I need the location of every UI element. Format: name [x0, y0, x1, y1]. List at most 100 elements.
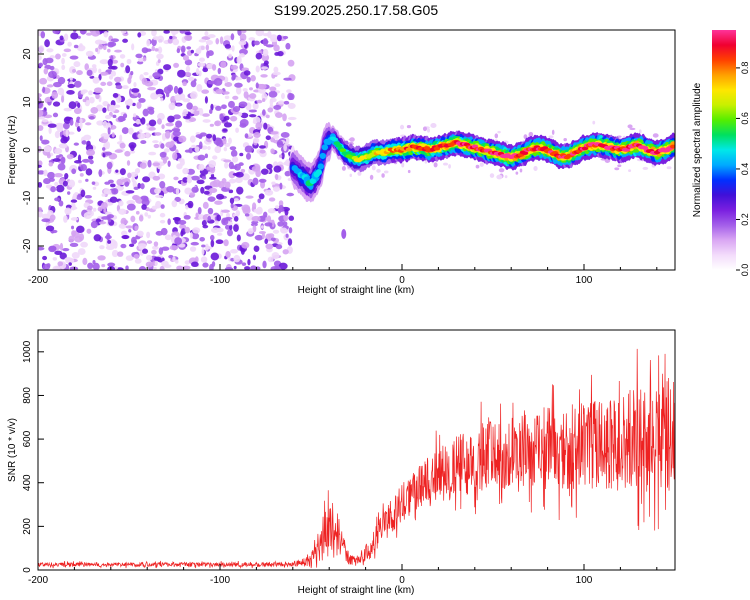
spectrogram-noise-cell — [89, 75, 95, 79]
spectrogram-noise-cell — [112, 93, 119, 98]
spectrogram-noise-cell — [195, 68, 200, 76]
spectrogram-noise-cell — [67, 191, 71, 195]
spectrogram-noise-cell — [72, 193, 77, 200]
spectrogram-noise-cell — [148, 126, 156, 131]
spectrogram-noise-cell — [205, 40, 213, 45]
spectrogram-noise-cell — [614, 167, 620, 171]
spectrogram-noise-cell — [77, 248, 86, 256]
spectrogram-noise-cell — [223, 239, 229, 247]
spectrogram-noise-cell — [74, 80, 82, 88]
y-tick-label: 800 — [22, 387, 33, 404]
spectrogram-noise-cell — [119, 142, 126, 149]
spectrogram-noise-cell — [274, 83, 281, 87]
spectrogram-noise-cell — [236, 234, 241, 242]
spectrogram-x-label: Height of straight line (km) — [298, 285, 415, 296]
colorbar-tick-label: 0.6 — [740, 112, 750, 125]
spectrogram-noise-cell — [152, 72, 161, 79]
spectrogram-noise-cell — [69, 81, 74, 85]
spectrogram-noise-cell — [122, 38, 128, 43]
spectrogram-noise-cell — [211, 227, 220, 234]
spectrogram-ridge — [289, 121, 675, 203]
spectrogram-ridge-cell — [521, 151, 529, 156]
spectrogram-noise-cell — [83, 212, 93, 219]
spectrogram-noise-cell — [114, 49, 122, 53]
colorbar-tick-label: 0.4 — [740, 163, 750, 176]
spectrogram-noise-cell — [407, 169, 411, 174]
spectrogram-noise-cell — [73, 160, 82, 164]
spectrogram-noise-cell — [225, 251, 231, 258]
spectrogram-noise-cell — [248, 133, 253, 137]
spectrogram-noise-cell — [121, 219, 129, 225]
spectrogram-noise-cell — [210, 239, 215, 248]
spectrogram-y-ticks: -20 -10 0 10 20 — [22, 48, 44, 253]
y-tick-label: -10 — [22, 190, 33, 205]
spectrogram-noise-cell — [255, 122, 263, 130]
spectrogram-noise-cell — [165, 122, 174, 127]
spectrogram-noise-cell — [42, 263, 51, 270]
spectrogram-noise-cell — [240, 247, 245, 255]
spectrogram-noise-cell — [201, 89, 210, 94]
spectrogram-noise-cell — [253, 40, 260, 46]
spectrogram-noise-cell — [494, 133, 499, 139]
spectrogram-noise-cell — [223, 35, 232, 41]
spectrogram-noise-cell — [41, 119, 49, 123]
spectrogram-noise-cell — [191, 175, 200, 181]
spectrogram-noise-cell — [504, 175, 508, 179]
spectrogram-noise-cell — [214, 200, 223, 205]
spectrogram-noise-cell — [638, 129, 642, 134]
spectrogram-noise-cell — [52, 101, 61, 107]
spectrogram-noise-cell — [52, 112, 59, 118]
spectrogram-noise-cell — [179, 224, 187, 230]
spectrogram-noise-cell — [111, 132, 115, 138]
spectrogram-noise-cell — [67, 83, 76, 89]
spectrogram-noise-cell — [137, 57, 144, 62]
spectrogram-noise-cell — [109, 196, 118, 203]
spectrogram-noise-cell — [267, 256, 274, 263]
spectrogram-noise-cell — [51, 91, 59, 99]
spectrogram-noise-cell — [110, 38, 120, 43]
spectrogram-noise-cell — [55, 184, 65, 193]
spectrogram-noise-cell — [180, 230, 184, 237]
spectrogram-noise-cell — [207, 80, 216, 85]
spectrogram-noise-cell — [87, 155, 94, 160]
spectrogram-noise-cell — [270, 237, 276, 242]
spectrogram-noise-cell — [126, 58, 132, 65]
spectrogram-noise-cell — [212, 155, 218, 160]
x-tick-label: -100 — [210, 575, 230, 586]
spectrogram-noise-cell — [196, 84, 203, 92]
spectrogram-noise-cell — [133, 91, 140, 96]
spectrogram-noise-cell — [284, 170, 291, 177]
spectrogram-noise-cell — [262, 109, 266, 116]
spectrogram-noise-cell — [275, 244, 283, 250]
spectrogram-noise-cell — [169, 245, 179, 251]
spectrogram-noise-cell — [68, 235, 75, 243]
spectrogram-noise-cell — [182, 54, 189, 61]
spectrogram-noise-cell — [189, 246, 197, 252]
spectrogram-noise-cell — [79, 172, 84, 177]
colorbar: 0.0 0.2 0.4 0.6 0.8 Normalized spectral ampl… — [692, 30, 750, 276]
spectrogram-noise-cell — [159, 151, 167, 158]
spectrogram-noise-cell — [241, 30, 247, 34]
spectrogram-noise-cell — [172, 256, 176, 262]
spectrogram-noise-cell — [88, 115, 95, 120]
spectrogram-noise-cell — [79, 118, 83, 124]
spectrogram-noise-cell — [190, 241, 199, 246]
spectrogram-noise-cell — [201, 145, 208, 150]
spectrogram-noise-cell — [107, 239, 112, 244]
spectrogram-noise-cell — [229, 224, 233, 231]
spectrogram-noise-cell — [262, 98, 266, 102]
spectrogram-noise-cell — [219, 113, 224, 121]
spectrogram-noise-cell — [92, 262, 100, 270]
spectrogram-noise-cell — [248, 37, 256, 41]
spectrogram-noise-cell — [357, 171, 362, 176]
spectrogram-noise-cell — [252, 102, 259, 110]
spectrogram-noise-cell — [39, 135, 43, 142]
spectrogram-noise-cell — [141, 204, 147, 210]
spectrogram-noise-cell — [164, 234, 172, 241]
spectrogram-noise-cell — [138, 215, 144, 222]
spectrogram-noise-cell — [214, 145, 222, 154]
spectrogram-noise-cell — [231, 74, 237, 78]
spectrogram-noise-cell — [262, 38, 269, 47]
spectrogram-noise-cell — [119, 54, 126, 59]
x-tick-label: 100 — [576, 275, 593, 286]
